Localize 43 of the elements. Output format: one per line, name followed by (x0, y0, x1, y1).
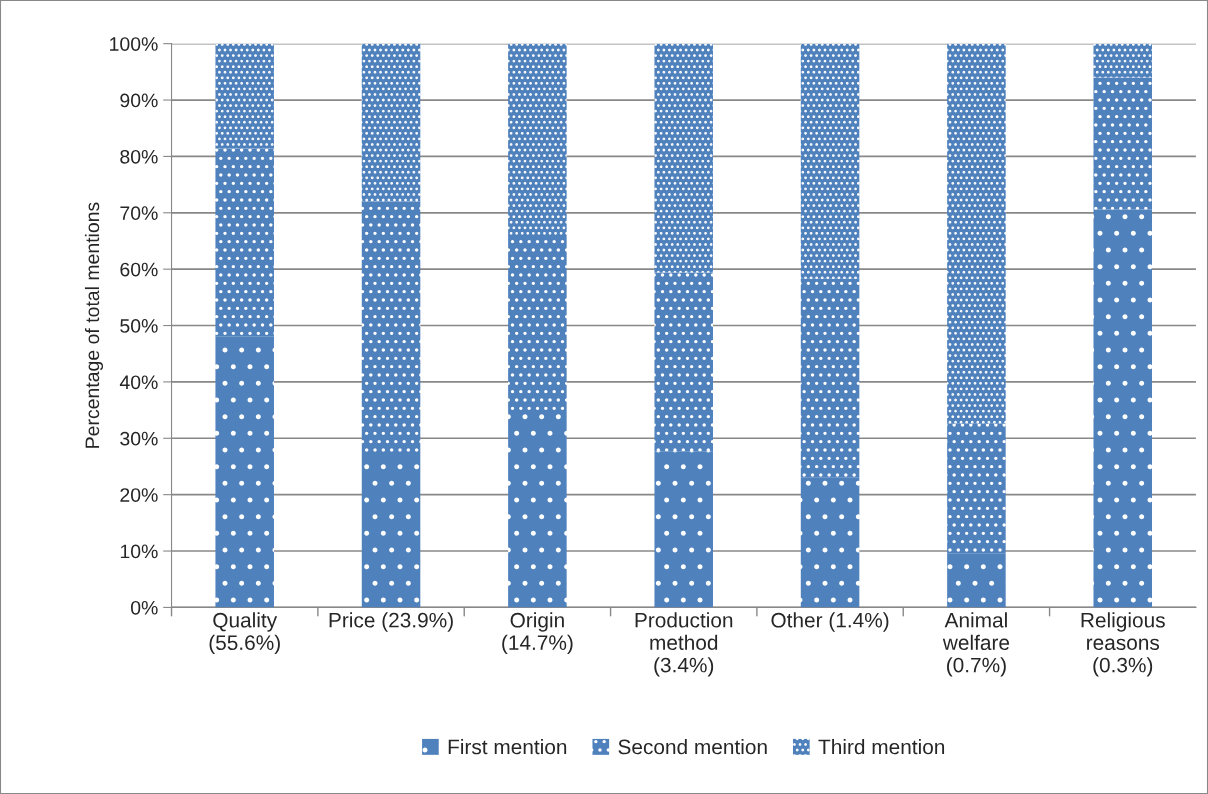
y-tick-label: 70% (120, 206, 158, 221)
y-tick-label: 60% (120, 262, 158, 277)
bar (800, 278, 860, 478)
y-tick-label: 30% (120, 431, 158, 446)
bar (215, 148, 274, 337)
legend-label: Third mention (818, 739, 945, 755)
y-tick-label: 40% (119, 375, 158, 390)
bar (508, 414, 567, 608)
x-tick-label: Origin (14.7%) (502, 612, 573, 655)
x-tick-label: Quality (55.6%) (209, 612, 280, 655)
x-tick-label: Production method (3.4%) (635, 612, 733, 677)
y-tick-label: 80% (120, 149, 158, 164)
bar (508, 235, 567, 415)
bar (361, 43, 421, 202)
bar (947, 43, 1006, 424)
bar (1093, 43, 1153, 78)
y-tick-label: 10% (120, 544, 158, 559)
y-tick-label: 20% (120, 488, 158, 502)
x-tick-label: Price (23.9%) (329, 612, 453, 632)
bar (654, 272, 713, 452)
bar (361, 454, 421, 608)
x-tick-label: Other (1.4%) (771, 612, 889, 632)
x-tick-label: Religious reasons (0.3%) (1081, 612, 1165, 677)
bar (947, 423, 1006, 554)
bar (508, 43, 567, 236)
bar (361, 201, 421, 455)
y-tick-label: 0% (131, 600, 158, 615)
bar (800, 477, 860, 608)
x-tick-label: Animal welfare (0.7%) (942, 612, 1010, 677)
legend-label: Second mention (618, 739, 767, 755)
y-tick-label: 90% (120, 93, 158, 108)
bar (654, 451, 713, 608)
bar (1093, 77, 1153, 210)
legend-label: First mention (448, 739, 567, 755)
bar (947, 553, 1006, 608)
y-tick-label: 50% (120, 319, 158, 333)
bar (800, 43, 860, 279)
y-axis-title: Percentage of total mentions (84, 202, 104, 448)
bar (215, 336, 274, 608)
y-tick-label: 100% (110, 37, 158, 51)
bar (215, 43, 274, 149)
bar (1093, 209, 1153, 608)
bar (654, 43, 713, 273)
